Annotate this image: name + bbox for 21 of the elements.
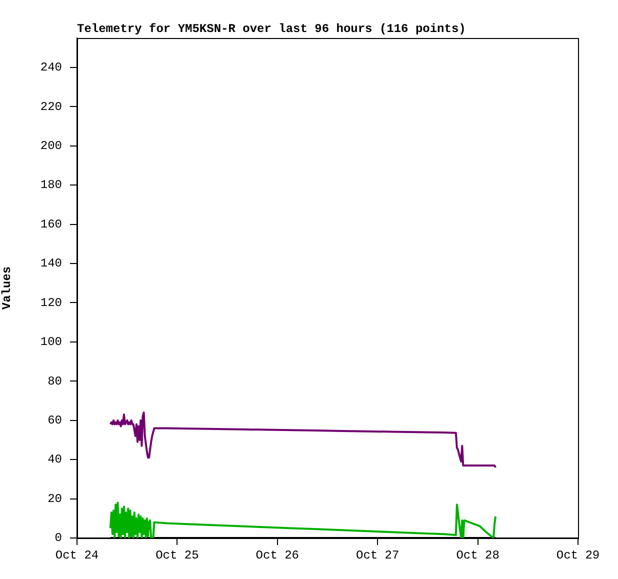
x-tick-label: Oct 25 (156, 548, 199, 562)
x-tick-label: Oct 28 (456, 548, 500, 562)
y-tick-label: 40 (48, 452, 62, 467)
y-tick-label: 240 (40, 60, 62, 75)
x-tick-label: Oct 24 (55, 548, 99, 562)
y-tick-label: 220 (40, 100, 62, 114)
x-tick-label: Oct 29 (556, 548, 600, 562)
y-tick-label: 180 (40, 178, 62, 192)
x-tick-label: Oct 26 (256, 548, 300, 562)
y-tick-label: 120 (40, 296, 62, 310)
x-tick-label: Oct 27 (356, 548, 400, 562)
y-tick-label: 200 (40, 139, 62, 154)
chart-title: Telemetry for YM5KSN-R over last 96 hours (116 points) (77, 22, 466, 36)
y-tick-label: 80 (48, 374, 62, 388)
y-tick-label: 140 (40, 256, 62, 271)
y-tick-label: 60 (48, 414, 62, 428)
y-tick-label: 20 (48, 492, 62, 506)
y-tick-label: 160 (40, 217, 62, 232)
y-axis-title: Values (0, 266, 14, 310)
y-tick-label: 100 (40, 335, 62, 350)
y-tick-label: 0 (54, 531, 62, 546)
